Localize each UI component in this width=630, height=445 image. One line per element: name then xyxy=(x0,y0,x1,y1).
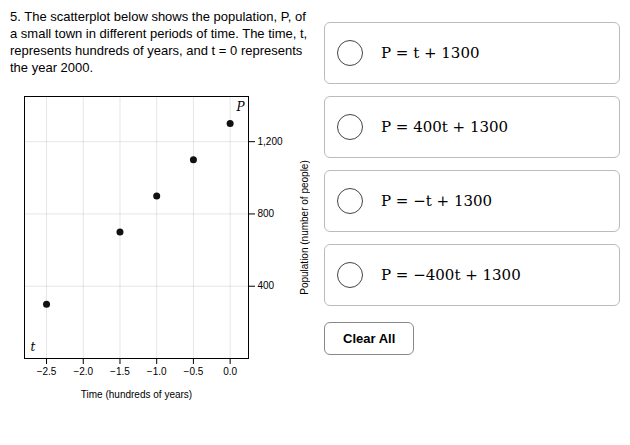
svg-text:Population (number of people): Population (number of people) xyxy=(299,160,310,295)
html-text:P = −400t + 1300: P = −400t + 1300 xyxy=(381,266,521,284)
svg-text:P: P xyxy=(235,100,245,114)
svg-text:t: t xyxy=(31,340,36,354)
svg-text:800: 800 xyxy=(258,208,275,219)
html-text:P = 400t + 1300: P = 400t + 1300 xyxy=(381,118,509,136)
svg-text:400: 400 xyxy=(258,280,275,291)
html-text:5. The scatterplot below shows: 5. The scatterplot below shows the popul… xyxy=(10,9,308,75)
svg-text:Time (hundreds of years): Time (hundreds of years) xyxy=(81,389,192,400)
svg-text:−2.5: −2.5 xyxy=(37,366,57,377)
svg-text:−2.0: −2.0 xyxy=(73,366,93,377)
svg-text:1,200: 1,200 xyxy=(258,136,283,147)
svg-text:−1.0: −1.0 xyxy=(147,366,167,377)
svg-text:−1.5: −1.5 xyxy=(110,366,130,377)
html-text:Clear All: Clear All xyxy=(343,331,396,346)
html-text:P = t + 1300: P = t + 1300 xyxy=(381,44,480,62)
svg-text:−0.5: −0.5 xyxy=(184,366,204,377)
html-text:P = −t + 1300: P = −t + 1300 xyxy=(381,192,493,210)
svg-text:0.0: 0.0 xyxy=(223,366,237,377)
